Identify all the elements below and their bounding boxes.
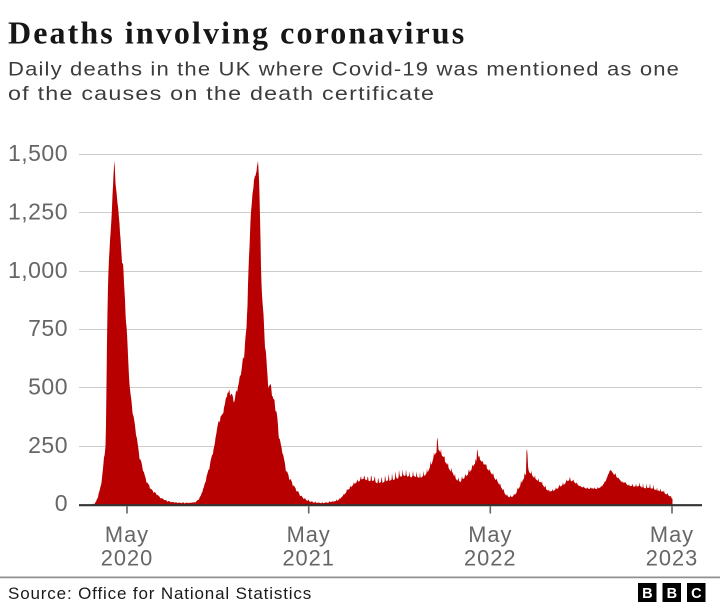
svg-text:of the causes on the death cer: of the causes on the death certificate xyxy=(8,83,435,104)
svg-text:May: May xyxy=(105,522,149,547)
svg-text:2022: 2022 xyxy=(464,546,517,571)
svg-text:Source: Office for National St: Source: Office for National Statistics xyxy=(8,584,312,603)
svg-text:250: 250 xyxy=(28,432,68,458)
svg-text:2023: 2023 xyxy=(646,546,699,571)
svg-text:May: May xyxy=(650,522,694,547)
svg-text:B: B xyxy=(642,586,652,602)
svg-text:C: C xyxy=(691,586,702,602)
svg-text:May: May xyxy=(287,522,331,547)
svg-text:2020: 2020 xyxy=(101,546,154,571)
svg-text:1,500: 1,500 xyxy=(8,140,68,166)
svg-text:Deaths involving coronavirus: Deaths involving coronavirus xyxy=(8,14,466,50)
svg-text:May: May xyxy=(468,522,512,547)
svg-text:750: 750 xyxy=(28,315,68,341)
svg-text:2021: 2021 xyxy=(282,546,335,571)
svg-text:B: B xyxy=(667,586,677,602)
svg-text:Daily deaths in the UK where C: Daily deaths in the UK where Covid-19 wa… xyxy=(8,59,680,80)
svg-text:1,250: 1,250 xyxy=(8,199,68,225)
svg-text:500: 500 xyxy=(28,374,68,400)
svg-text:1,000: 1,000 xyxy=(8,257,68,283)
svg-text:0: 0 xyxy=(55,490,68,516)
